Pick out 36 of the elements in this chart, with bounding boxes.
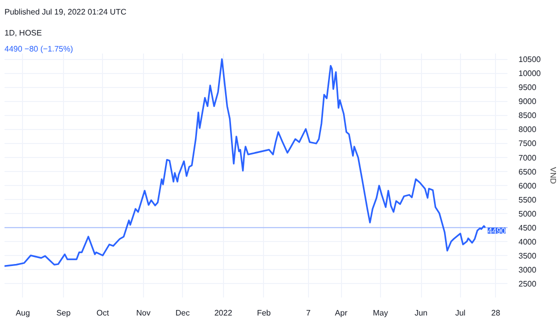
chart-title: 1D, HOSE [4,28,42,38]
x-tick-label: Jun [414,308,428,318]
x-tick-label: Oct [96,308,110,318]
x-tick-label: Sep [56,308,72,318]
y-tick-label: 3500 [518,251,537,260]
x-tick-label: Dec [176,308,190,318]
y-tick-label: 4500 [518,223,537,232]
text: Published Jul 19, 2022 01:24 UTC [4,8,127,16]
y-tick-label: 8500 [518,111,537,120]
y-tick-label: 10500 [518,55,542,64]
x-tick-label: Nov [136,308,150,318]
x-tick-label: May [372,308,388,318]
y-tick-label: 3000 [518,265,537,274]
x-tick-label: Jul [455,308,466,318]
y-tick-label: 5500 [518,195,537,204]
y-tick-label: 6500 [518,167,537,176]
y-tick-label: 9500 [518,83,537,92]
ref-line-label: 4490 [488,226,506,236]
x-tick-label: Apr [334,308,348,318]
y-tick-label: 4000 [518,237,537,246]
y-tick-label: 10000 [518,69,542,78]
x-tick-label: Aug [16,308,30,318]
x-tick-label: 7 [306,308,312,318]
y-tick-label: 8000 [518,125,537,134]
y-tick-label: 2500 [518,279,537,288]
y-tick-label: 7000 [518,153,537,162]
y-tick-label: 9000 [518,97,537,106]
y-tick-label: 5000 [518,209,537,218]
chart-subtitle: 4490 −80 (−1.75%) [4,44,74,54]
y-tick-label: 6000 [518,181,537,190]
x-tick-label: Feb [256,308,272,318]
x-tick-label: 28 [491,308,501,318]
line-series [4,58,486,267]
y-axis-title: VND [548,167,558,184]
y-tick-label: 7500 [518,139,537,148]
x-tick-label: 2022 [214,308,233,318]
